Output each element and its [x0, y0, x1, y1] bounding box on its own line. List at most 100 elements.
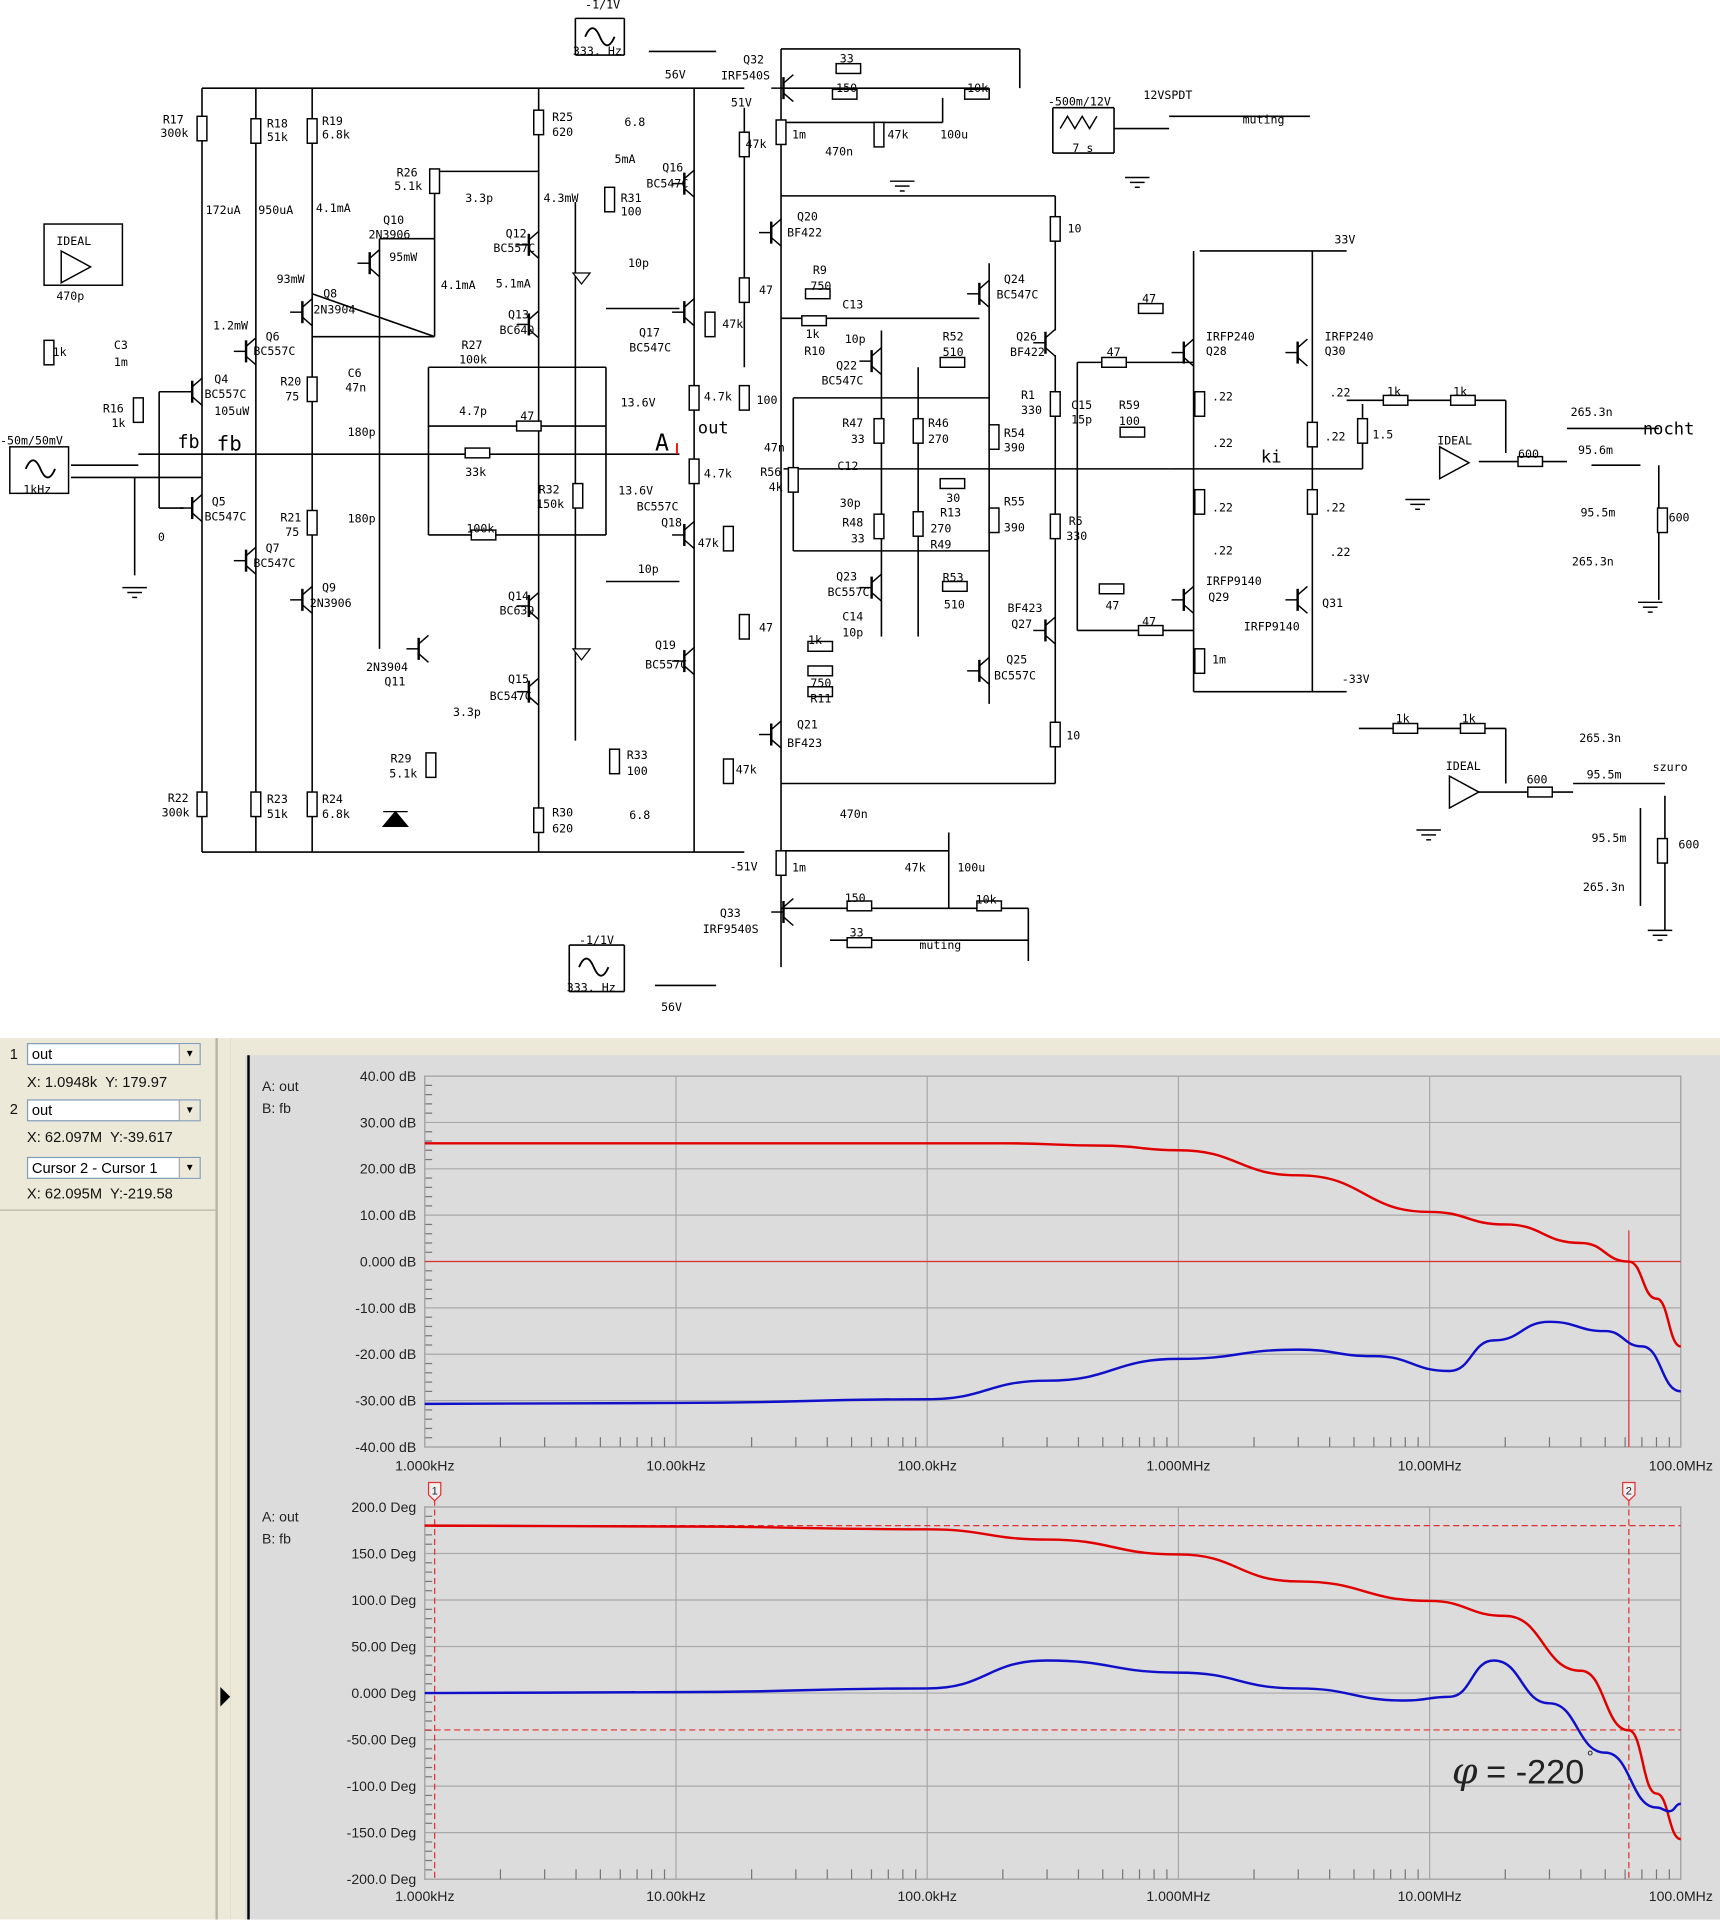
transistor-symbol[interactable] — [672, 520, 695, 549]
resistor[interactable] — [846, 900, 873, 912]
resistor[interactable] — [306, 509, 318, 536]
resistor[interactable] — [722, 758, 735, 785]
resistor[interactable] — [939, 477, 966, 490]
transistor-symbol[interactable] — [771, 898, 794, 927]
resistor[interactable] — [939, 356, 966, 368]
transistor-symbol[interactable] — [290, 298, 313, 327]
resistor[interactable] — [873, 513, 885, 540]
resistor[interactable] — [1656, 507, 1669, 534]
cursor1-marker[interactable] — [427, 1481, 442, 1502]
transistor-symbol[interactable] — [233, 337, 257, 366]
resistor[interactable] — [722, 525, 735, 552]
transistor-symbol[interactable] — [859, 573, 882, 602]
resistor[interactable] — [132, 397, 144, 424]
transistor-symbol[interactable] — [1285, 338, 1308, 367]
resistor[interactable] — [1049, 391, 1061, 417]
chevron-down-icon[interactable]: ▼ — [178, 1158, 200, 1178]
transistor-symbol[interactable] — [1033, 328, 1056, 357]
expand-arrow-icon[interactable] — [220, 1686, 231, 1707]
resistor[interactable] — [738, 613, 750, 640]
transistor-symbol[interactable] — [179, 494, 203, 523]
cursor2-marker[interactable] — [1622, 1481, 1636, 1502]
opamp-symbol[interactable] — [1448, 774, 1481, 810]
resistor[interactable] — [873, 417, 885, 444]
resistor[interactable] — [533, 109, 545, 136]
opamp-symbol[interactable] — [1438, 445, 1471, 480]
resistor[interactable] — [425, 752, 437, 779]
resistor[interactable] — [1449, 394, 1476, 406]
resistor[interactable] — [1527, 786, 1554, 798]
resistor[interactable] — [738, 131, 750, 158]
transistor-symbol[interactable] — [357, 249, 380, 278]
resistor[interactable] — [1656, 837, 1669, 864]
transistor-symbol[interactable] — [759, 218, 782, 247]
phase-plot[interactable]: 200.0 Deg 150.0 Deg 100.0 Deg 50.00 Deg 0.00… — [262, 1481, 1713, 1905]
transistor-symbol[interactable] — [179, 377, 203, 406]
transistor-symbol[interactable] — [759, 720, 782, 749]
resistor[interactable] — [608, 748, 621, 775]
resistor[interactable] — [1098, 583, 1125, 595]
resistor[interactable] — [807, 665, 834, 677]
bode-plots[interactable]: 40.00 dB 30.00 dB 20.00 dB 10.00 dB 0.000 dB… — [230, 1038, 1720, 1920]
resistor[interactable] — [515, 420, 542, 432]
chevron-down-icon[interactable]: ▼ — [178, 1100, 200, 1121]
resistor[interactable] — [912, 417, 924, 444]
resistor[interactable] — [1137, 302, 1164, 315]
transistor-symbol[interactable] — [1171, 338, 1195, 367]
resistor[interactable] — [688, 458, 700, 485]
resistor[interactable] — [988, 424, 1000, 451]
resistor[interactable] — [1194, 391, 1206, 417]
resistor[interactable] — [807, 686, 834, 698]
resistor[interactable] — [1049, 513, 1061, 540]
resistor[interactable] — [428, 168, 441, 195]
resistor[interactable] — [250, 118, 262, 144]
opamp-symbol[interactable] — [60, 249, 93, 285]
resistor[interactable] — [470, 529, 497, 541]
transistor-symbol[interactable] — [406, 634, 429, 663]
resistor[interactable] — [988, 507, 1000, 534]
magnitude-plot[interactable]: 40.00 dB 30.00 dB 20.00 dB 10.00 dB 0.000 dB… — [262, 1068, 1713, 1473]
resistor[interactable] — [831, 88, 858, 100]
transistor-symbol[interactable] — [672, 298, 695, 327]
transistor-symbol[interactable] — [771, 74, 794, 103]
cursor-diff-select[interactable]: Cursor 2 - Cursor 1 ▼ — [26, 1156, 201, 1179]
resistor[interactable] — [941, 580, 968, 593]
resistor[interactable] — [1306, 488, 1318, 515]
resistor[interactable] — [1194, 488, 1206, 515]
resistor[interactable] — [1119, 426, 1146, 438]
resistor[interactable] — [464, 447, 491, 459]
resistor[interactable] — [787, 466, 799, 493]
resistor[interactable] — [846, 937, 873, 949]
resistor[interactable] — [196, 791, 208, 818]
resistor[interactable] — [1194, 648, 1206, 675]
resistor[interactable] — [306, 118, 318, 144]
resistor[interactable] — [738, 277, 750, 304]
transistor-symbol[interactable] — [859, 347, 882, 376]
resistor[interactable] — [1517, 455, 1544, 468]
transistor-symbol[interactable] — [516, 230, 540, 259]
resistor[interactable] — [1101, 356, 1127, 368]
resistor[interactable] — [533, 807, 545, 834]
resistor[interactable] — [963, 88, 990, 100]
resistor[interactable] — [306, 791, 318, 818]
resistor[interactable] — [250, 791, 262, 818]
resistor[interactable] — [306, 376, 318, 403]
resistor[interactable] — [572, 482, 584, 509]
resistor[interactable] — [775, 119, 787, 146]
transistor-symbol[interactable] — [672, 169, 695, 198]
transistor-symbol[interactable] — [516, 677, 540, 706]
transistor-symbol[interactable] — [233, 546, 257, 575]
transistor-symbol[interactable] — [967, 279, 990, 308]
resistor[interactable] — [1137, 624, 1164, 637]
resistor[interactable] — [1306, 421, 1318, 448]
transistor-symbol[interactable] — [672, 647, 695, 676]
resistor[interactable] — [704, 311, 716, 338]
transistor-symbol[interactable] — [290, 585, 313, 614]
resistor[interactable] — [1392, 722, 1419, 735]
transistor-symbol[interactable] — [967, 656, 990, 685]
resistor[interactable] — [1459, 722, 1486, 735]
resistor[interactable] — [43, 339, 55, 366]
resistor[interactable] — [807, 640, 834, 653]
resistor[interactable] — [604, 186, 616, 213]
resistor[interactable] — [738, 384, 750, 411]
